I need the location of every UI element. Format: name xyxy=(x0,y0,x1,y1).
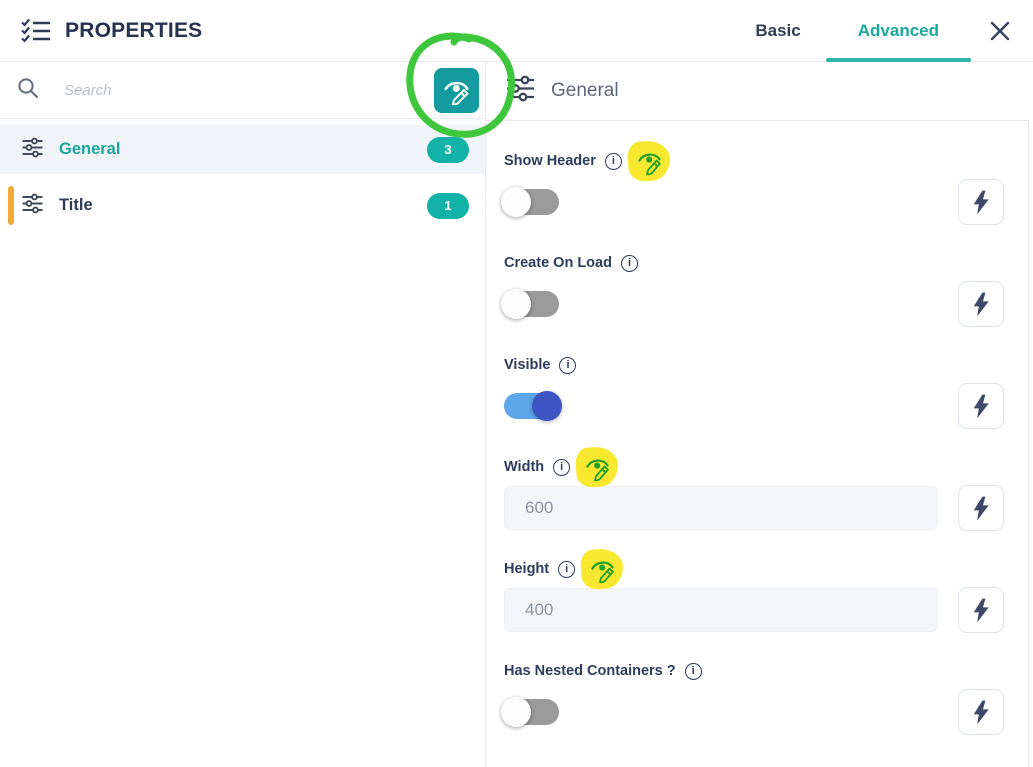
script-button[interactable] xyxy=(958,383,1004,429)
script-button[interactable] xyxy=(958,485,1004,531)
eye-pencil-icon xyxy=(590,561,614,584)
close-icon[interactable] xyxy=(985,16,1015,46)
sidebar-item-label: General xyxy=(59,140,121,158)
sidebar-item-general[interactable]: General 3 xyxy=(0,125,485,174)
checklist-icon xyxy=(20,17,52,44)
panel-header: PROPERTIES Basic Advanced xyxy=(0,0,1033,62)
field-label: Visible xyxy=(504,357,551,373)
field-show-header: Show Header i xyxy=(501,139,1004,225)
search-icon xyxy=(16,76,40,105)
field-label: Has Nested Containers ? xyxy=(504,663,676,679)
script-button[interactable] xyxy=(958,179,1004,225)
field-label: Show Header xyxy=(504,153,596,169)
tab-basic[interactable]: Basic xyxy=(755,20,801,40)
visible-toggle[interactable] xyxy=(504,391,562,421)
field-create-on-load: Create On Load i xyxy=(501,252,1004,327)
sliders-icon xyxy=(21,137,44,163)
field-label: Width xyxy=(504,459,545,475)
create-on-load-toggle[interactable] xyxy=(501,289,559,319)
count-badge: 1 xyxy=(427,192,469,219)
page-title: PROPERTIES xyxy=(65,18,203,42)
info-icon[interactable]: i xyxy=(559,356,577,374)
info-icon[interactable]: i xyxy=(604,152,622,170)
sidebar-item-title[interactable]: Title 1 xyxy=(0,181,485,230)
properties-form: Show Header i xyxy=(485,120,1029,767)
tab-advanced[interactable]: Advanced xyxy=(825,0,972,62)
eye-pencil-icon xyxy=(585,459,609,482)
sidebar-item-label: Title xyxy=(59,196,93,214)
script-button[interactable] xyxy=(958,587,1004,633)
yellow-highlight-annotation xyxy=(626,139,672,183)
sliders-icon xyxy=(21,193,44,219)
property-group-list: General 3 Title 1 xyxy=(0,119,485,230)
field-visible: Visible i xyxy=(504,354,1004,429)
yellow-highlight-annotation xyxy=(579,547,625,591)
search-input[interactable] xyxy=(64,81,434,99)
info-icon[interactable]: i xyxy=(684,662,702,680)
sliders-icon xyxy=(505,74,536,108)
info-icon[interactable]: i xyxy=(558,560,576,578)
lightning-icon xyxy=(973,190,989,214)
lightning-icon xyxy=(973,598,989,622)
script-button[interactable] xyxy=(958,689,1004,735)
lightning-icon xyxy=(973,394,989,418)
field-height: Height i xyxy=(504,547,1004,633)
eye-pencil-filter-button[interactable] xyxy=(434,67,479,113)
field-label: Create On Load xyxy=(504,255,612,271)
section-header: General xyxy=(486,62,1033,120)
info-icon[interactable]: i xyxy=(620,254,638,272)
detail-panel: General Show Header i xyxy=(485,62,1033,767)
section-title: General xyxy=(551,80,619,101)
lightning-icon xyxy=(973,292,989,316)
width-input[interactable] xyxy=(504,486,938,530)
tab-bar: Basic Advanced xyxy=(730,0,972,62)
show-header-toggle[interactable] xyxy=(501,187,559,217)
height-input[interactable] xyxy=(504,588,938,632)
has-nested-containers-toggle[interactable] xyxy=(501,697,559,727)
sidebar: General 3 Title 1 xyxy=(0,62,486,767)
eye-pencil-icon xyxy=(637,153,661,176)
search-bar xyxy=(0,62,485,119)
count-badge: 3 xyxy=(427,136,469,163)
field-label: Height xyxy=(504,561,550,577)
field-width: Width i xyxy=(504,445,1004,531)
lightning-icon xyxy=(973,496,989,520)
script-button[interactable] xyxy=(958,281,1004,327)
lightning-icon xyxy=(973,700,989,724)
yellow-highlight-annotation xyxy=(574,445,620,489)
field-has-nested-containers: Has Nested Containers ? i xyxy=(501,660,1004,735)
info-icon[interactable]: i xyxy=(553,458,571,476)
